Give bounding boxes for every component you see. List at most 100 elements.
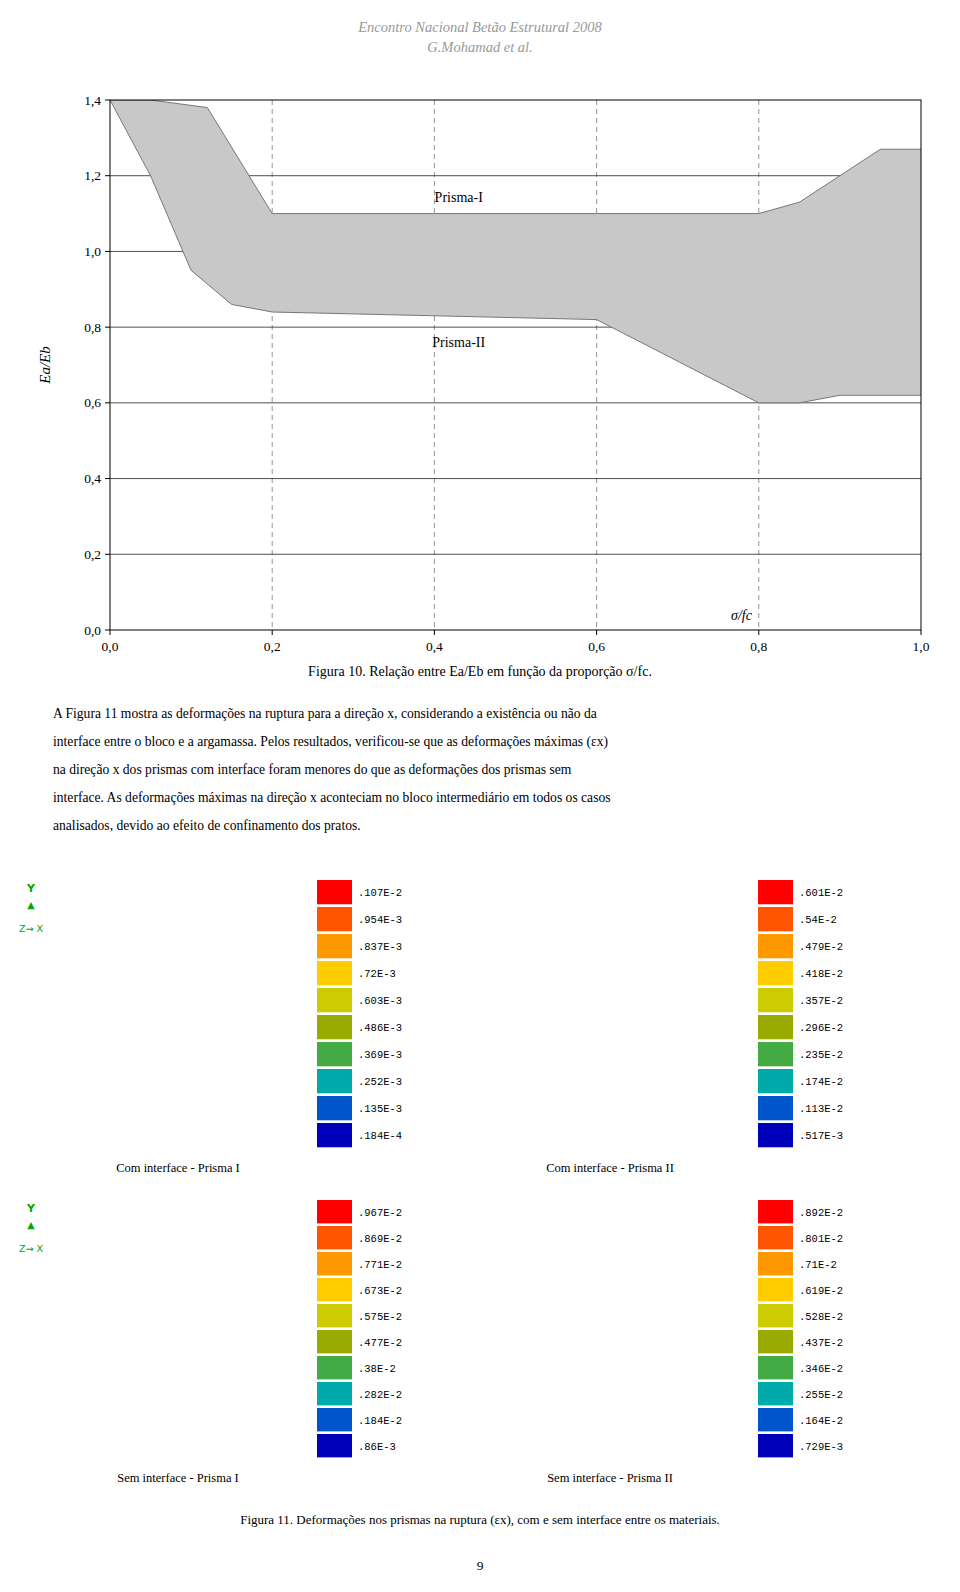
tick-label-x: 0,0 (102, 639, 119, 654)
legend-value: .437E-2 (799, 1337, 843, 1349)
paragraph-line: interface entre o bloco e a argamassa. P… (53, 734, 608, 750)
panel-label: Sem interface - Prisma I (117, 1471, 238, 1485)
tick-y (105, 100, 110, 101)
tick-label-y: 1,0 (84, 244, 101, 259)
legend-value: .477E-2 (358, 1337, 402, 1349)
legend-swatch (317, 1200, 352, 1223)
legend-swatch (758, 1330, 793, 1353)
header-line: G.Mohamad et al. (427, 39, 533, 55)
chart: 0,00,20,40,60,81,00,00,20,40,60,81,01,21… (37, 93, 930, 655)
x-axis-label: σ/fc (731, 608, 753, 623)
panel-label: Com interface - Prisma II (546, 1161, 674, 1175)
band-area (110, 100, 921, 403)
axis-indicator: Z→ X (19, 923, 43, 934)
grid-line-x (596, 100, 597, 630)
legend-swatch (758, 1015, 793, 1039)
legend-value: .54E-2 (799, 914, 837, 926)
legend-swatch (758, 1226, 793, 1249)
legend-value: .418E-2 (799, 968, 843, 980)
legend-swatch (317, 961, 352, 985)
tick-label-y: 0,6 (84, 395, 101, 410)
grid (110, 100, 921, 630)
legend-swatch (758, 1278, 793, 1301)
axis-indicator: Z→ X (19, 1243, 43, 1254)
legend-swatch (317, 1356, 352, 1379)
legend-swatch (317, 907, 352, 931)
grid-line-y (110, 554, 921, 555)
legend-value: .575E-2 (358, 1311, 402, 1323)
tick-y (105, 554, 110, 555)
legend-swatch (758, 988, 793, 1012)
legend-value: .603E-3 (358, 995, 402, 1007)
tick-label-x: 0,8 (750, 639, 767, 654)
legend-value: .296E-2 (799, 1022, 843, 1034)
paragraph-line: na direção x dos prismas com interface f… (53, 762, 572, 777)
tick-y (105, 478, 110, 479)
panel-label: Com interface - Prisma I (116, 1161, 240, 1175)
tick-y (105, 327, 110, 328)
axis-indicator: Y (26, 1202, 36, 1215)
background (0, 0, 960, 1592)
panel: .967E-2.869E-2.771E-2.673E-2.575E-2.477E… (117, 1200, 402, 1485)
legend-swatch (758, 1096, 793, 1120)
legend-swatch (317, 1408, 352, 1431)
tick-label-x: 0,6 (588, 639, 605, 654)
annotation: Prisma-I (435, 190, 484, 205)
legend-value: .729E-3 (799, 1441, 843, 1453)
legend-value: .184E-4 (358, 1130, 402, 1142)
paragraph-line: analisados, devido ao efeito de confinam… (53, 818, 361, 833)
legend-value: .619E-2 (799, 1285, 843, 1297)
legend-swatch (758, 961, 793, 985)
panel: .892E-2 .801E-2 .71E-2 .619E-2 .528E-2 .437E-… (547, 1200, 843, 1485)
legend-value: .486E-3 (358, 1022, 402, 1034)
legend-value: .282E-2 (358, 1389, 402, 1401)
tick-y (105, 630, 110, 631)
page: Encontro Nacional Betão Estrutural 2008 G… (0, 0, 960, 1592)
legend-value: .517E-3 (799, 1130, 843, 1142)
legend-swatch (758, 1252, 793, 1275)
legend-swatch (758, 1408, 793, 1431)
legend-swatch (758, 1356, 793, 1379)
legend-swatch (317, 1069, 352, 1093)
legend-value: .892E-2 (799, 1207, 843, 1219)
legend-value: .601E-2 (799, 887, 843, 899)
grid-line-x (272, 100, 273, 630)
legend-value: .174E-2 (799, 1076, 843, 1088)
legend-swatch (317, 1226, 352, 1249)
axis-indicator: ▲ (27, 899, 35, 910)
legend-swatch (317, 1382, 352, 1405)
legend-swatch (317, 1434, 352, 1457)
legend-value: .346E-2 (799, 1363, 843, 1375)
legend-swatch (317, 1042, 352, 1066)
header-line: Encontro Nacional Betão Estrutural 2008 (357, 19, 602, 35)
legend-value: .135E-3 (358, 1103, 402, 1115)
legend-value: .71E-2 (799, 1259, 837, 1271)
legend-swatch (758, 1382, 793, 1405)
grid-line-y (110, 478, 921, 479)
tick-x (434, 630, 435, 635)
legend-value: .528E-2 (799, 1311, 843, 1323)
grid-line-x (434, 100, 435, 630)
legend-swatch (758, 1304, 793, 1327)
legend-value: .164E-2 (799, 1415, 843, 1427)
page-number: 9 (477, 1558, 484, 1573)
legend-swatch (317, 1278, 352, 1301)
legend-swatch (317, 1304, 352, 1327)
band-group (110, 100, 921, 403)
tick-label-y: 1,2 (84, 168, 101, 183)
legend-value: .357E-2 (799, 995, 843, 1007)
legend-swatch (758, 1434, 793, 1457)
legend-value: .837E-3 (358, 941, 402, 953)
legend-value: .184E-2 (358, 1415, 402, 1427)
legend-swatch (758, 880, 793, 904)
legend-value: .252E-3 (358, 1076, 402, 1088)
tick-y (105, 175, 110, 176)
legend-value: .801E-2 (799, 1233, 843, 1245)
legend-value: .235E-2 (799, 1049, 843, 1061)
paragraph-line: A Figura 11 mostra as deformações na rup… (53, 706, 597, 721)
page-root: Encontro Nacional Betão Estrutural 2008 G… (0, 0, 960, 1592)
tick-x (596, 630, 597, 635)
legend-swatch (758, 1069, 793, 1093)
legend-swatch (317, 1330, 352, 1353)
legend-value: .967E-2 (358, 1207, 402, 1219)
